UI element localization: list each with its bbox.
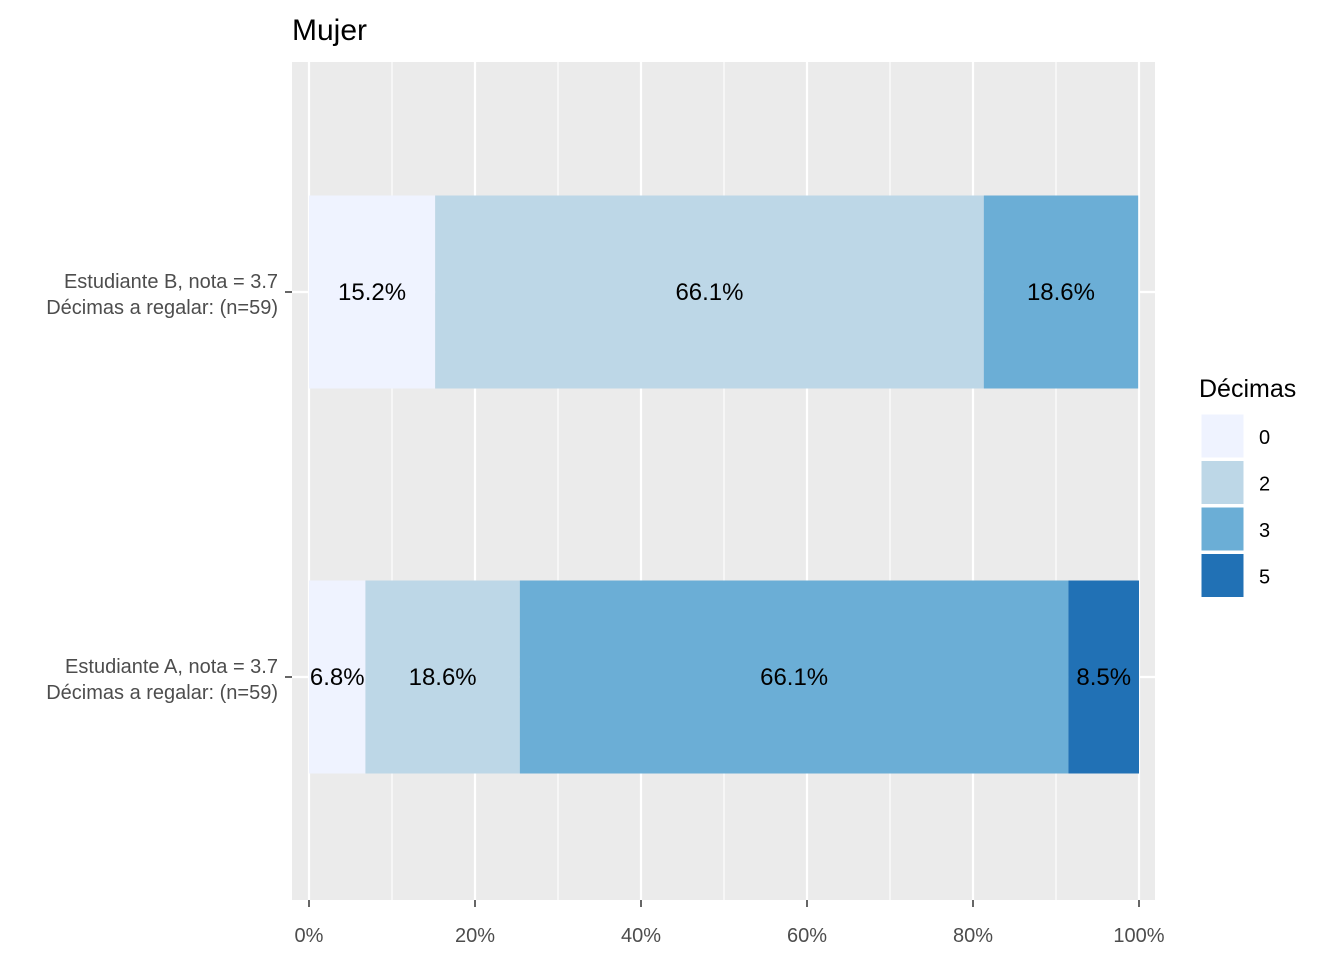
legend-title: Décimas [1199,375,1296,403]
segment-labels: 15.2% 66.1% 18.6% 6.8% 18.6% 66.1% 8.5% [310,279,1131,691]
bar-segment [309,195,436,389]
bar-segment [365,580,520,774]
y-axis: Estudiante B, nota = 3.7 Décimas a regala… [46,271,292,704]
x-tick-label: 0% [295,925,324,947]
segment-label: 6.8% [310,664,365,691]
x-tick-label: 60% [787,925,827,947]
segment-label: 15.2% [338,279,406,306]
segment-label: 66.1% [760,664,828,691]
legend-label: 2 [1259,474,1270,496]
bar-segment [309,580,366,774]
legend-key [1200,413,1245,459]
segment-label: 8.5% [1076,664,1131,691]
segment-label: 18.6% [409,664,477,691]
y-tick-label: Décimas a regalar: (n=59) [46,682,278,704]
x-axis: 0% 20% 40% 60% 80% 100% [295,900,1165,947]
x-tick-label: 100% [1113,925,1164,947]
legend-key [1200,506,1245,552]
y-tick-label: Estudiante B, nota = 3.7 [64,271,278,293]
segment-label: 18.6% [1027,279,1095,306]
bars [309,195,1139,774]
bar-segment [1068,580,1139,774]
bar-segment [519,580,1069,774]
legend-key [1200,460,1245,505]
segment-label: 66.1% [675,279,743,306]
chart-title: Mujer [292,14,367,47]
legend-label: 5 [1259,567,1270,589]
x-tick-label: 40% [621,925,661,947]
y-tick-label: Décimas a regalar: (n=59) [46,297,278,319]
x-tick-label: 80% [953,925,993,947]
y-tick-label: Estudiante A, nota = 3.7 [65,656,278,678]
legend-key [1200,553,1245,598]
bar-segment [435,195,984,389]
bar-segment [983,195,1139,389]
legend-label: 0 [1259,427,1270,449]
legend-label: 3 [1259,520,1270,542]
legend: Décimas 0 2 3 5 [1199,375,1296,598]
x-tick-label: 20% [455,925,495,947]
